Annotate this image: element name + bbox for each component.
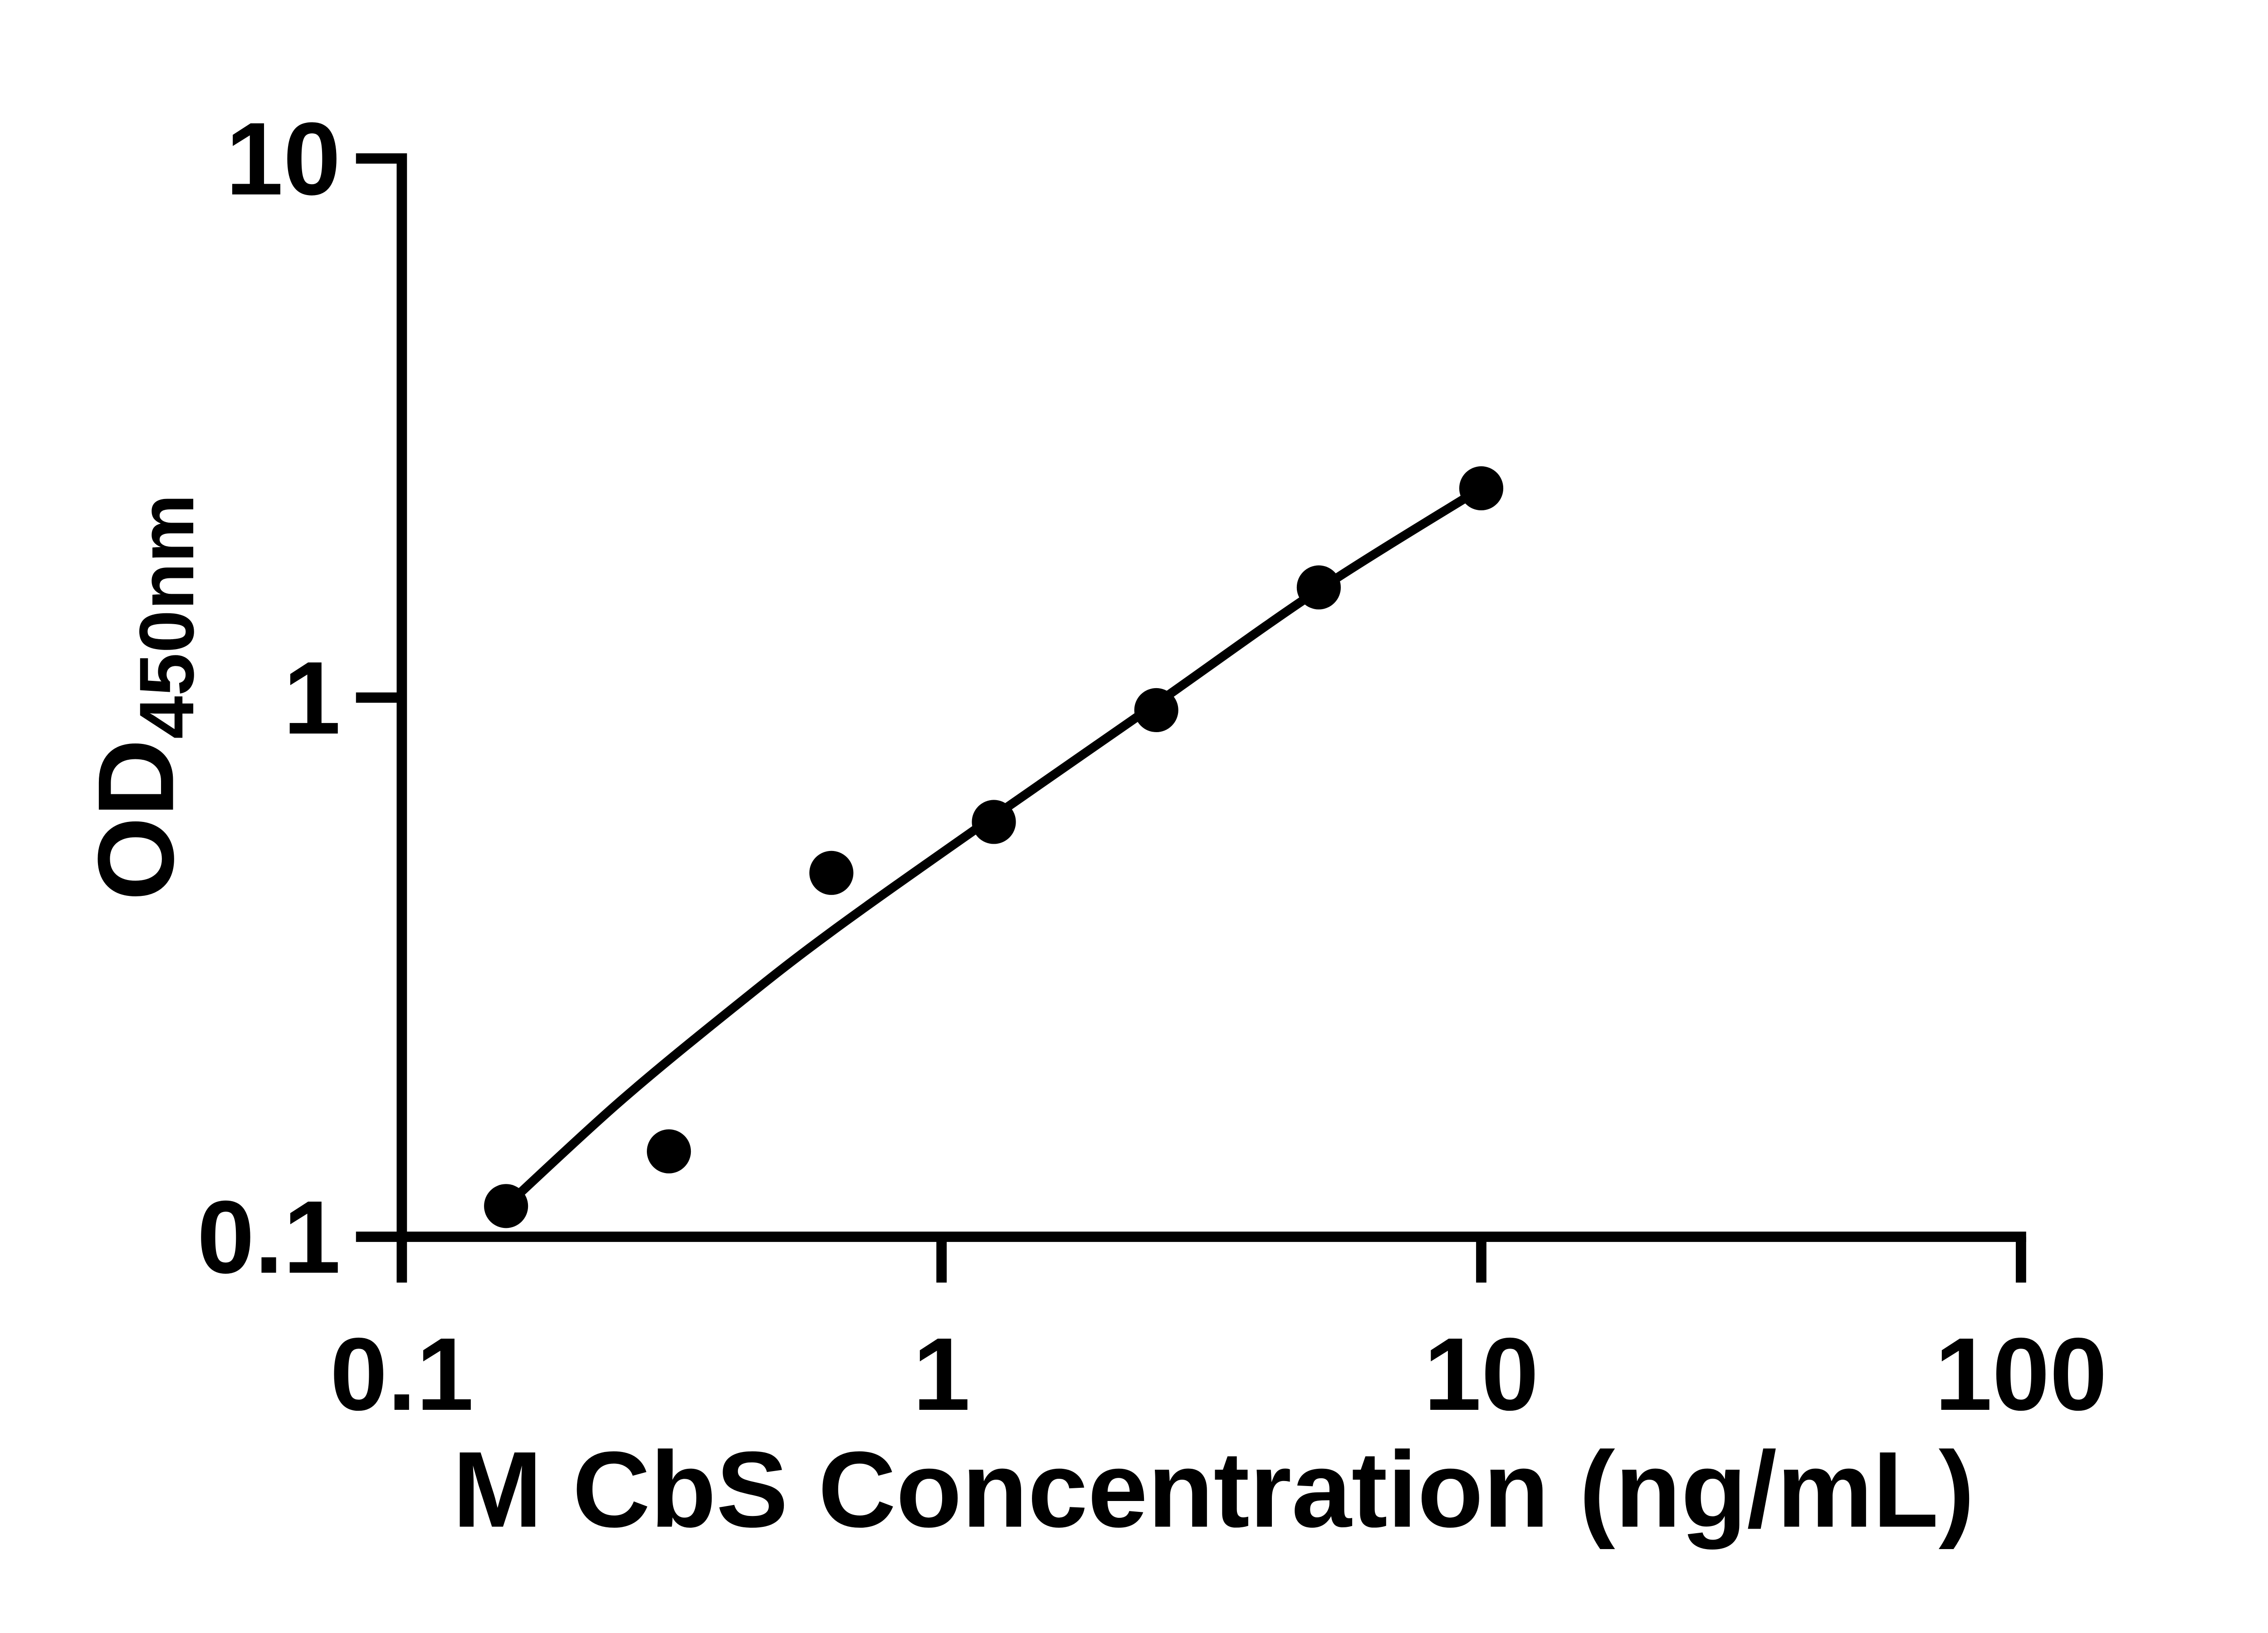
x-tick-label: 1	[913, 1317, 970, 1432]
data-point-marker	[647, 1129, 691, 1173]
y-tick-label: 0.1	[197, 1180, 341, 1295]
x-tick-label: 0.1	[330, 1317, 474, 1432]
x-tick-label: 100	[1935, 1317, 2107, 1432]
y-axis-title-subscript: 450nm	[124, 494, 210, 739]
y-axis-title: OD450nm	[76, 494, 210, 901]
data-point-marker	[1459, 466, 1504, 511]
x-tick-label: 10	[1424, 1317, 1539, 1432]
y-tick-label: 10	[226, 102, 341, 217]
y-tick-label: 1	[283, 640, 341, 756]
data-point-marker	[484, 1184, 528, 1228]
data-point-marker	[809, 851, 854, 895]
axes	[356, 153, 2026, 1283]
data-point-marker	[1296, 565, 1341, 610]
data-point-marker	[1134, 688, 1178, 733]
tick-labels: 0.1 1 10 0.1 1 10 100	[197, 102, 2107, 1432]
data-point-marker	[972, 800, 1016, 844]
data-points	[484, 466, 1504, 1228]
x-axis-title: M CbS Concentration (ng/mL)	[453, 1430, 1975, 1550]
y-axis-title-main: OD	[76, 739, 196, 901]
